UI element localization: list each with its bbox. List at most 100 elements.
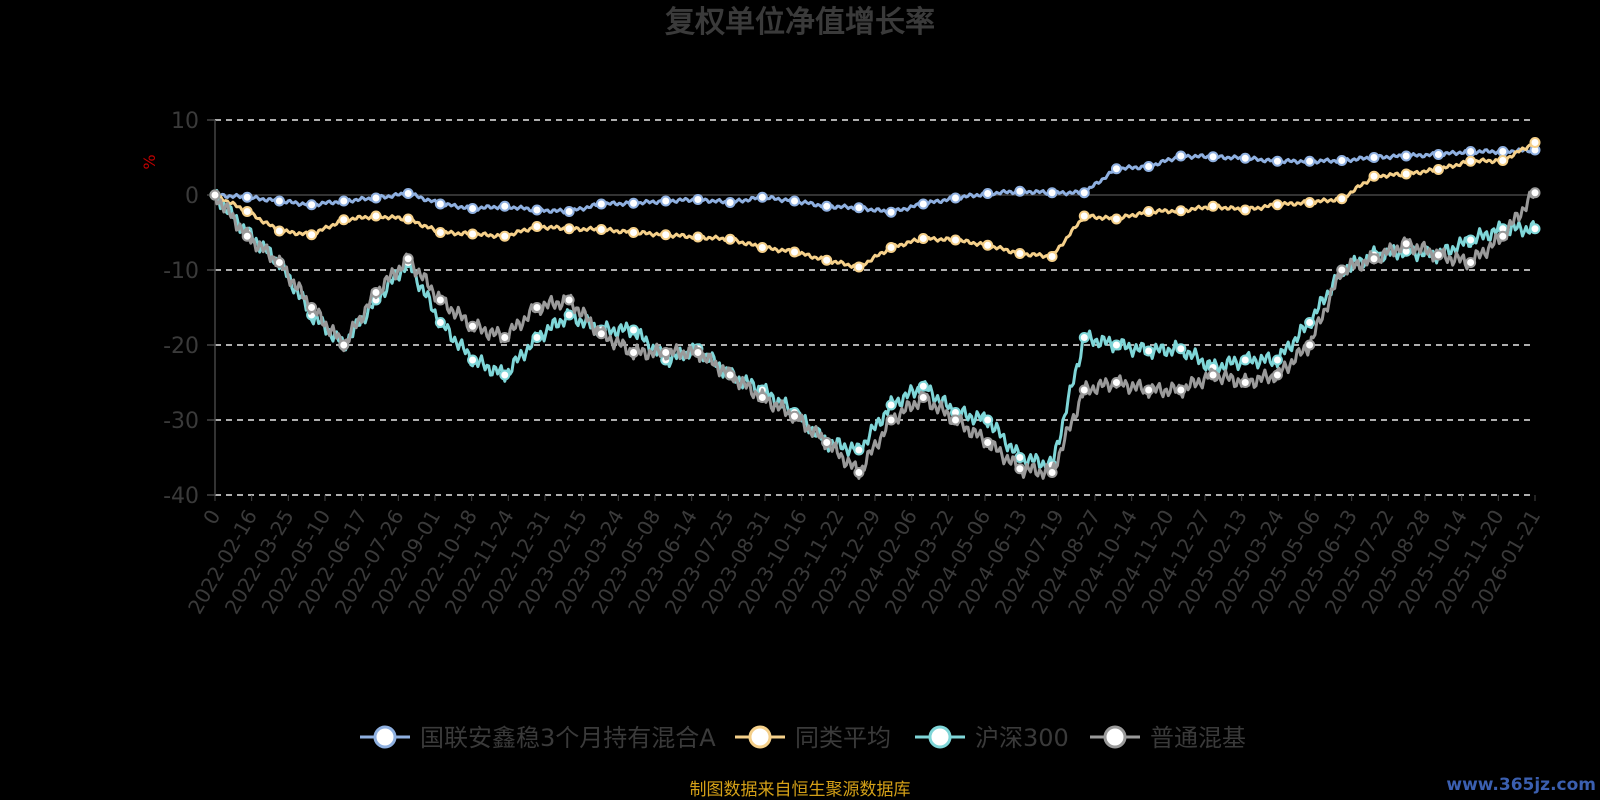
data-point: [1175, 343, 1187, 355]
data-point: [1239, 354, 1251, 366]
data-point: [1239, 152, 1251, 164]
data-point: [1110, 377, 1122, 388]
data-point: [1110, 213, 1122, 225]
y-tick-label: -30: [163, 409, 199, 434]
data-point: [885, 206, 897, 218]
data-point: [949, 234, 961, 246]
data-point: [692, 194, 704, 205]
data-point: [402, 253, 414, 265]
data-point: [724, 233, 736, 245]
data-point: [1465, 155, 1477, 167]
data-point: [1110, 339, 1122, 351]
data-point: [853, 202, 865, 214]
data-point: [660, 195, 672, 207]
data-point: [789, 195, 801, 207]
data-point: [531, 302, 543, 313]
data-point: [595, 328, 607, 340]
data-point: [1143, 384, 1155, 396]
data-point: [982, 437, 994, 448]
y-tick-label: -40: [163, 484, 199, 509]
data-point: [531, 332, 543, 343]
legend-marker-icon: [1103, 725, 1127, 749]
data-point: [1014, 463, 1026, 475]
legend-marker-icon: [928, 725, 952, 749]
legend-marker-icon: [748, 725, 772, 749]
data-point: [1529, 137, 1541, 148]
data-point: [434, 317, 446, 328]
data-point: [917, 392, 929, 403]
data-point: [209, 189, 221, 201]
data-point: [338, 195, 350, 207]
x-tick-label: 0: [198, 506, 225, 529]
data-point: [370, 210, 382, 222]
data-point: [338, 339, 350, 351]
data-point: [1400, 150, 1412, 162]
data-point: [821, 254, 833, 266]
data-point: [660, 229, 672, 241]
data-point: [821, 200, 833, 212]
data-point: [756, 242, 768, 253]
data-point: [1465, 146, 1477, 157]
data-point: [1497, 146, 1509, 157]
legend-label: 普通混基: [1150, 724, 1246, 752]
data-point: [1175, 384, 1187, 396]
data-point: [1078, 187, 1090, 199]
data-point: [370, 192, 382, 204]
data-point: [499, 332, 511, 343]
data-point: [1368, 152, 1380, 163]
data-point: [241, 230, 253, 242]
data-point: [885, 399, 897, 411]
data-point: [467, 203, 479, 214]
data-point: [1014, 185, 1026, 197]
y-tick-label: 0: [185, 184, 199, 209]
data-point: [853, 467, 865, 478]
legend-label: 沪深300: [975, 724, 1069, 752]
data-point: [434, 198, 446, 210]
watermark: www.365jz.com: [1446, 775, 1596, 795]
data-point: [853, 261, 865, 273]
data-point: [499, 200, 511, 212]
data-point: [1207, 200, 1219, 212]
source-note: 制图数据来自恒生聚源数据库: [690, 780, 911, 800]
data-point: [789, 410, 801, 422]
data-point: [724, 369, 736, 381]
data-point: [273, 225, 285, 237]
data-point: [563, 223, 575, 235]
data-point: [1368, 170, 1380, 182]
data-point: [241, 191, 253, 203]
data-point: [756, 191, 768, 203]
data-point: [1529, 223, 1541, 235]
data-point: [595, 198, 607, 210]
data-point: [467, 228, 479, 240]
data-point: [563, 206, 575, 217]
data-point: [660, 347, 672, 358]
data-point: [1271, 155, 1283, 167]
data-point: [1078, 384, 1090, 396]
data-point: [853, 444, 865, 456]
data-point: [1271, 354, 1283, 366]
data-point: [949, 414, 961, 426]
data-point: [1304, 339, 1316, 351]
legend-item[interactable]: 同类平均: [735, 724, 891, 752]
legend-item[interactable]: 国联安鑫稳3个月持有混合A: [360, 724, 716, 752]
data-point: [563, 294, 575, 306]
data-point: [756, 392, 768, 403]
series-line: [213, 188, 1537, 472]
legend-item[interactable]: 沪深300: [915, 724, 1069, 752]
data-point: [1143, 345, 1155, 357]
data-point: [499, 369, 511, 381]
legend-item[interactable]: 普通混基: [1090, 724, 1246, 752]
data-point: [724, 197, 736, 208]
data-point: [982, 239, 994, 251]
data-point: [1432, 249, 1444, 261]
data-point: [692, 347, 704, 358]
data-point: [917, 233, 929, 244]
data-point: [789, 246, 801, 258]
data-point: [531, 221, 543, 232]
legend[interactable]: 国联安鑫稳3个月持有混合A 同类平均 沪深300 普通混基: [360, 724, 1246, 752]
legend-label: 同类平均: [795, 724, 891, 752]
data-point: [628, 197, 640, 209]
data-point: [370, 287, 382, 298]
y-tick-label: -20: [163, 334, 199, 359]
